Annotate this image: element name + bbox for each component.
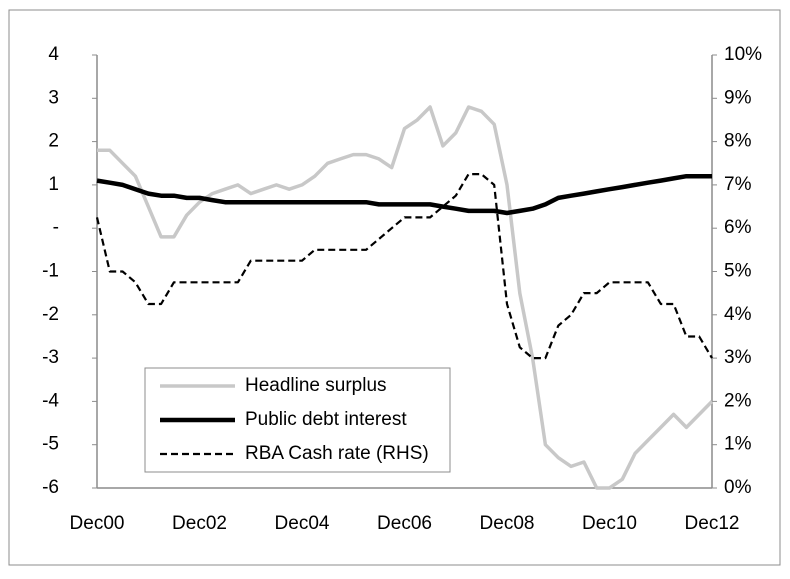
x-tick-label: Dec06 [377,513,432,534]
x-tick-label: Dec10 [582,513,637,534]
y2-tick-label: 9% [724,87,752,108]
x-tick-label: Dec12 [685,513,740,534]
x-tick-label: Dec02 [172,513,227,534]
x-tick-label: Dec08 [480,513,535,534]
y2-tick-label: 8% [724,131,752,152]
y-tick-label: -6 [42,477,59,498]
y2-tick-label: 4% [724,304,752,325]
y2-tick-label: 5% [724,261,752,282]
y-tick-label: -3 [42,347,59,368]
y-tick-label: - [53,217,59,238]
y-tick-label: 3 [48,87,59,108]
series-line [97,105,714,490]
x-tick-label: Dec04 [275,513,330,534]
chart-frame [8,9,781,566]
y2-tick-label: 2% [724,390,752,411]
y2-tick-label: 0% [724,477,752,498]
x-tick-label: Dec00 [70,513,125,534]
y2-tick-label: 10% [724,44,762,65]
legend-label: Public debt interest [245,409,407,430]
y-tick-label: 1 [48,174,59,195]
y2-tick-label: 1% [724,434,752,455]
y-tick-label: -1 [42,261,59,282]
y2-tick-label: 3% [724,347,752,368]
legend-label: RBA Cash rate (RHS) [245,443,429,464]
y-tick-label: 4 [48,44,59,65]
y2-tick-label: 7% [724,174,752,195]
legend-label: Headline surplus [245,375,387,396]
y-tick-label: -5 [42,434,59,455]
y2-tick-label: 6% [724,217,752,238]
y-tick-label: -2 [42,304,59,325]
y-tick-label: -4 [42,390,59,411]
y-tick-label: 2 [48,131,59,152]
series-line [95,173,713,360]
series-line [96,173,712,216]
